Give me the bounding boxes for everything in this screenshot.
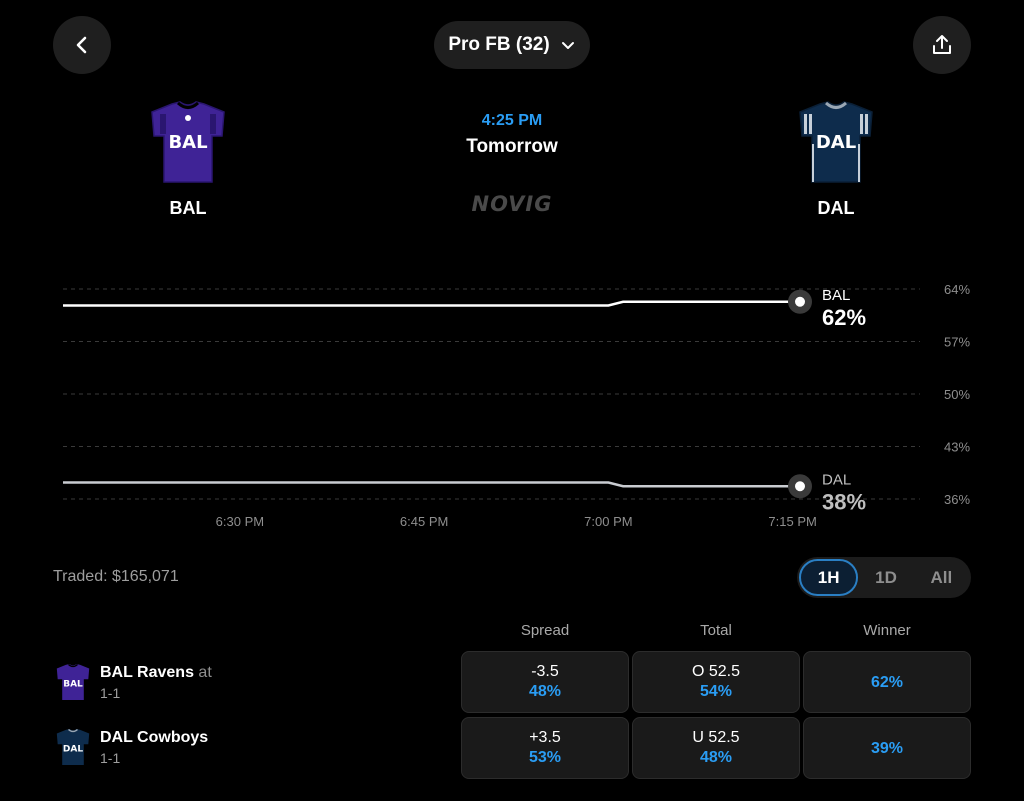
home-team[interactable]: BAL BAL (133, 100, 243, 219)
team-record: 1-1 (100, 684, 121, 701)
spread-line: -3.5 (531, 663, 559, 680)
column-header-total: Total (700, 622, 732, 639)
brand-logo: NOVIG (471, 192, 553, 216)
share-button[interactable] (913, 16, 971, 74)
svg-text:DAL: DAL (63, 745, 83, 755)
svg-text:DAL: DAL (816, 132, 856, 153)
y-tick-label: 43% (944, 440, 970, 455)
series-end-point (795, 296, 805, 307)
x-tick-label: 7:15 PM (768, 514, 816, 529)
winner-cell[interactable]: 62% (803, 651, 971, 713)
svg-text:BAL: BAL (63, 680, 83, 690)
game-info: 4:25 PM Tomorrow NOVIG (412, 112, 612, 216)
away-team[interactable]: DAL DAL (781, 100, 891, 219)
dal-jersey-icon: DAL (799, 101, 873, 183)
y-tick-label: 50% (944, 387, 970, 402)
x-tick-label: 6:30 PM (216, 514, 264, 529)
spread-pct: 48% (528, 683, 562, 700)
series-name-label: BAL (822, 287, 850, 304)
series-line-dal (63, 481, 800, 488)
chevron-down-icon (561, 42, 574, 49)
table-row-team: DAL DAL Cowboys 1-1 (55, 727, 208, 767)
team-name: BAL Ravens (100, 664, 194, 681)
series-line-bal (63, 300, 800, 307)
away-team-abbr: DAL (817, 198, 855, 218)
back-button[interactable] (53, 16, 111, 74)
dal-jersey-icon: DAL (56, 728, 90, 765)
range-all[interactable]: All (930, 568, 953, 587)
x-tick-label: 7:00 PM (584, 514, 632, 529)
range-1h[interactable]: 1H (799, 559, 859, 596)
total-pct: 48% (699, 749, 733, 766)
winner-cell[interactable]: 39% (803, 717, 971, 779)
series-name-label: DAL (822, 471, 851, 488)
at-label: at (198, 664, 212, 681)
winner-pct: 62% (870, 674, 904, 691)
series-end-point (795, 481, 805, 492)
column-header-spread: Spread (520, 622, 570, 639)
game-day: Tomorrow (466, 136, 558, 157)
total-cell[interactable]: U 52.5 48% (632, 717, 800, 779)
time-range-toggle[interactable]: 1H 1D All (797, 557, 971, 598)
spread-cell[interactable]: +3.5 53% (461, 717, 629, 779)
y-tick-label: 36% (944, 492, 970, 507)
table-row-team: BAL BAL Ravens at 1-1 (55, 662, 212, 702)
column-header-winner: Winner (863, 622, 911, 639)
y-tick-label: 57% (944, 335, 970, 350)
league-label: Pro FB (32) (448, 34, 550, 55)
game-time: 4:25 PM (481, 112, 543, 129)
series-value-label: 62% (822, 305, 866, 330)
winner-pct: 39% (870, 740, 904, 757)
range-1d[interactable]: 1D (875, 568, 897, 587)
probability-chart: 64% 57% 50% 43% 36% 6:30 PM 6:45 PM 7:00 PM 7:15… (63, 282, 970, 529)
bal-jersey-icon: BAL (151, 101, 225, 183)
chevron-left-icon (76, 36, 87, 54)
total-pct: 54% (699, 683, 733, 700)
team-name: DAL Cowboys (100, 729, 209, 746)
league-selector[interactable]: Pro FB (32) (434, 21, 590, 69)
spread-pct: 53% (528, 749, 562, 766)
team-record: 1-1 (100, 749, 121, 766)
y-tick-label: 64% (944, 282, 970, 297)
home-team-abbr: BAL (169, 198, 207, 218)
svg-text:BAL: BAL (168, 132, 207, 153)
total-cell[interactable]: O 52.5 54% (632, 651, 800, 713)
total-line: U 52.5 (692, 729, 740, 746)
share-icon (933, 35, 951, 54)
spread-cell[interactable]: -3.5 48% (461, 651, 629, 713)
traded-volume: Traded: $165,071 (53, 568, 179, 585)
x-tick-label: 6:45 PM (400, 514, 448, 529)
spread-line: +3.5 (529, 729, 561, 746)
series-value-label: 38% (822, 489, 866, 514)
total-line: O 52.5 (691, 663, 741, 680)
bal-jersey-icon: BAL (56, 663, 90, 700)
